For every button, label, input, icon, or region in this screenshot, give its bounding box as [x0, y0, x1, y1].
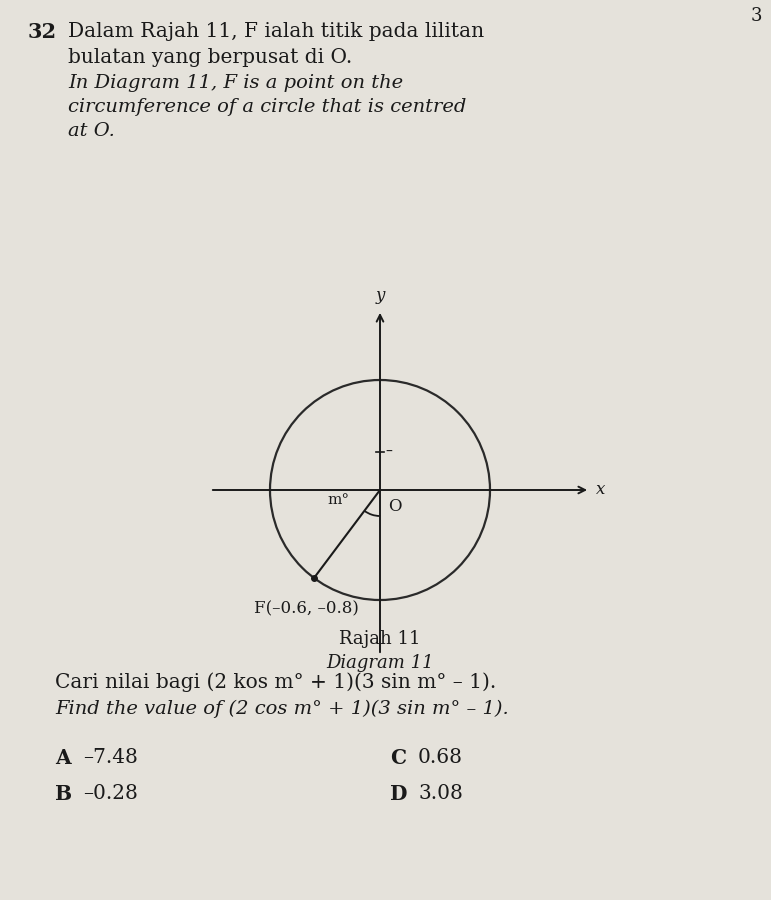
Text: x: x — [596, 482, 605, 499]
Text: 3: 3 — [750, 7, 762, 25]
Text: Diagram 11: Diagram 11 — [326, 654, 434, 672]
Text: B: B — [55, 784, 72, 804]
Text: A: A — [55, 748, 71, 768]
Text: m°: m° — [328, 493, 350, 507]
Text: 3.08: 3.08 — [418, 784, 463, 803]
Text: bulatan yang berpusat di O.: bulatan yang berpusat di O. — [68, 48, 352, 67]
Text: –7.48: –7.48 — [83, 748, 138, 767]
Text: C: C — [390, 748, 406, 768]
Text: Find the value of (2 cos m° + 1)(3 sin m° – 1).: Find the value of (2 cos m° + 1)(3 sin m… — [55, 700, 509, 718]
Text: 0.68: 0.68 — [418, 748, 463, 767]
Text: In Diagram 11, F is a point on the: In Diagram 11, F is a point on the — [68, 74, 403, 92]
Text: D: D — [390, 784, 408, 804]
Text: Cari nilai bagi (2 kos m° + 1)(3 sin m° – 1).: Cari nilai bagi (2 kos m° + 1)(3 sin m° … — [55, 672, 497, 692]
Text: F(–0.6, –0.8): F(–0.6, –0.8) — [254, 600, 359, 617]
Text: at O.: at O. — [68, 122, 115, 140]
Text: –0.28: –0.28 — [83, 784, 138, 803]
Text: 32: 32 — [28, 22, 57, 42]
Text: circumference of a circle that is centred: circumference of a circle that is centre… — [68, 98, 466, 116]
Text: –: – — [385, 445, 392, 459]
Text: O: O — [388, 498, 402, 515]
Text: Rajah 11: Rajah 11 — [339, 630, 421, 648]
Text: Dalam Rajah 11, F ialah titik pada lilitan: Dalam Rajah 11, F ialah titik pada lilit… — [68, 22, 484, 41]
Text: y: y — [375, 287, 385, 304]
